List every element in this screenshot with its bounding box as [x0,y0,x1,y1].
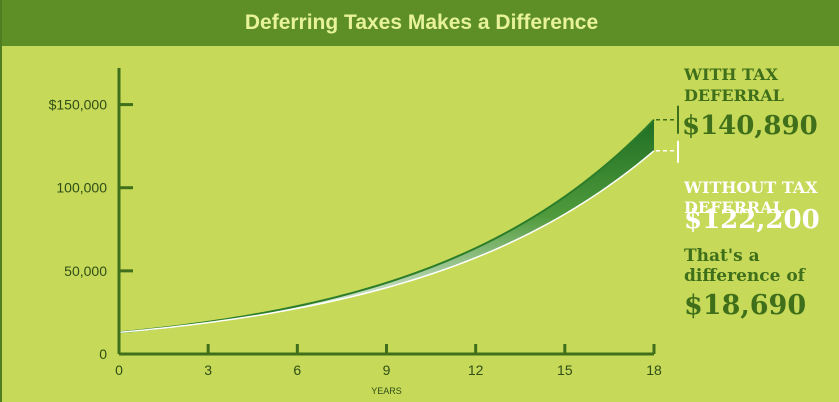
y-tick-label: 0 [99,346,107,362]
x-tick-label: 18 [646,362,662,378]
difference-value: $18,690 [684,290,807,321]
series-with-tax-deferral-line [118,119,655,334]
x-tick-label: 3 [204,362,212,378]
x-tick-label: 0 [115,362,123,378]
x-tick-label: 9 [383,362,391,378]
x-tick-label: 12 [468,362,484,378]
x-axis-title: YEARS [371,386,402,396]
y-tick-label: 100,000 [56,180,107,196]
y-tick-label: 50,000 [64,263,107,279]
with-deferral-value: $140,890 [682,111,818,141]
x-tick-label: 15 [557,362,573,378]
with-deferral-label: WITH TAX DEFERRAL [684,65,784,105]
without-deferral-value: $122,200 [684,205,820,235]
difference-band [119,119,654,333]
series-without-tax-deferral-line [118,150,655,334]
x-tick-label: 6 [293,362,301,378]
chart-title: Deferring Taxes Makes a Difference [2,0,839,46]
without-deferral-label: WITHOUT TAX DEFERRAL [684,178,818,217]
difference-label: That's a difference of [684,246,805,286]
y-tick-label: $150,000 [49,97,108,113]
